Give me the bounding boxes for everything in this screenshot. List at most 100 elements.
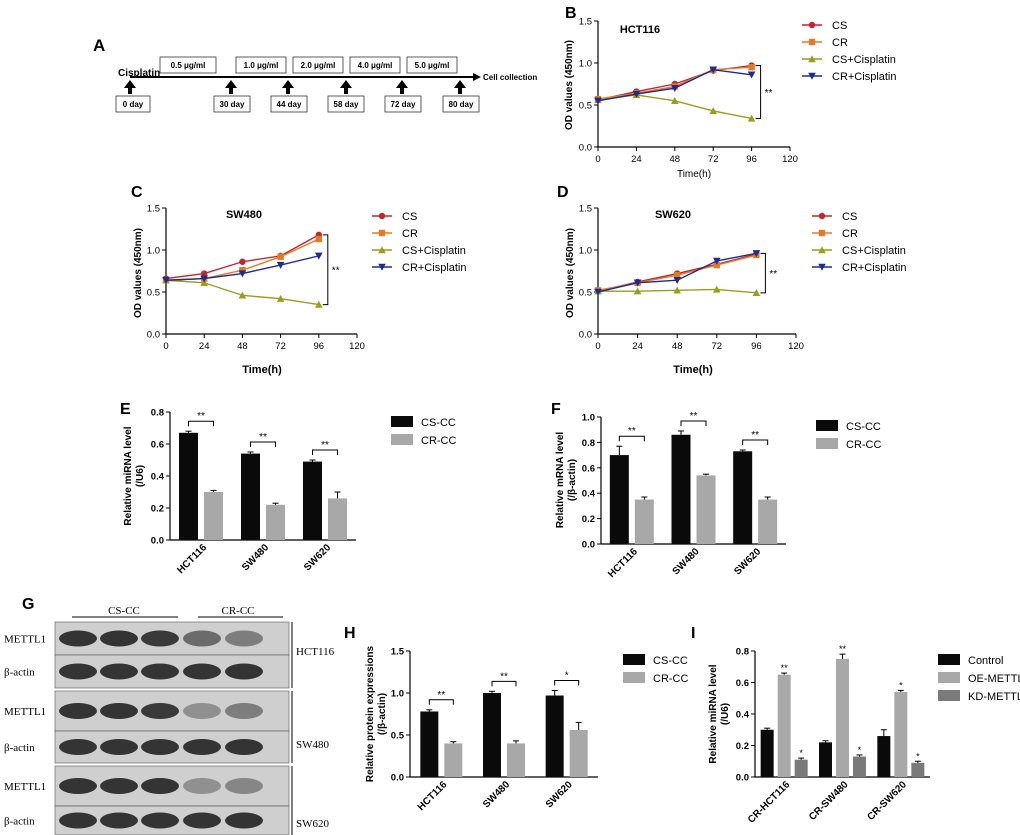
bar xyxy=(794,759,808,777)
x-tick-label: 72 xyxy=(275,341,286,352)
timeline-end-label: Cell collection xyxy=(483,73,537,82)
significance-mark: ** xyxy=(769,269,777,280)
concentration-label: 4.0 μg/ml xyxy=(358,61,393,70)
data-point xyxy=(713,261,720,269)
data-point xyxy=(713,285,721,293)
blot-row-label: β-actin xyxy=(4,742,35,754)
category-label: CR-SW620 xyxy=(865,779,909,823)
protein-band xyxy=(225,739,263,755)
y-axis-label: Relative mRNA level xyxy=(555,432,566,529)
bar xyxy=(777,674,791,777)
protein-band xyxy=(100,812,138,829)
bar xyxy=(671,434,691,544)
data-point xyxy=(747,114,756,122)
protein-band xyxy=(141,778,179,794)
data-point xyxy=(808,21,816,29)
legend-label: CS xyxy=(402,211,417,223)
y-tick-label: 1.5 xyxy=(147,204,160,215)
y-tick-label: 0.5 xyxy=(579,288,592,299)
legend-label: CR-CC xyxy=(653,673,688,685)
day-marker-80: 80 day xyxy=(442,80,480,113)
y-axis-label: Relative miRNA level xyxy=(123,426,134,525)
protein-band xyxy=(183,812,221,829)
significance-mark: ** xyxy=(751,430,759,441)
x-tick-label: 0 xyxy=(595,341,600,352)
significance-bracket xyxy=(188,420,214,427)
y-tick-label: 0.5 xyxy=(579,101,592,112)
significance-mark: ** xyxy=(332,266,340,277)
y-axis-label: (/β-actin) xyxy=(377,693,388,735)
chart-title: SW620 xyxy=(655,209,691,221)
significance-mark: * xyxy=(858,745,862,755)
blot-row-label: β-actin xyxy=(4,667,35,679)
panel-label: I xyxy=(691,625,695,642)
bar xyxy=(819,742,832,777)
x-tick-label: 96 xyxy=(746,154,757,165)
data-point xyxy=(713,257,721,265)
protein-band xyxy=(225,663,263,680)
data-point xyxy=(200,275,208,283)
y-tick-label: 1.0 xyxy=(579,246,592,257)
y-tick-label: 0.6 xyxy=(736,678,749,689)
x-tick-label: 120 xyxy=(782,154,798,165)
bar xyxy=(569,729,588,777)
legend-swatch xyxy=(623,654,645,665)
blot-row-label: METTL1 xyxy=(4,634,46,646)
protein-band xyxy=(141,703,179,719)
category-label: SW480 xyxy=(240,542,271,573)
legend-label: CS+Cisplatin xyxy=(402,245,466,257)
data-point xyxy=(162,277,170,285)
data-point xyxy=(633,287,642,295)
legend-label: CR xyxy=(402,228,418,240)
protein-band xyxy=(141,663,179,680)
bar xyxy=(179,432,198,540)
protein-band xyxy=(183,663,221,680)
y-tick-label: 1.0 xyxy=(579,59,592,70)
data-point xyxy=(315,235,322,243)
y-tick-label: 0.2 xyxy=(582,514,595,525)
legend-label: CS-CC xyxy=(846,421,881,433)
significance-bracket xyxy=(742,439,769,446)
day-marker-0: 0 day xyxy=(115,80,151,113)
concentration-label: 5.0 μg/ml xyxy=(415,61,450,70)
significance-mark: ** xyxy=(839,644,847,654)
y-tick-label: 0.8 xyxy=(582,438,595,449)
data-point xyxy=(239,266,246,274)
data-point xyxy=(818,263,826,271)
data-point xyxy=(671,97,679,104)
significance-mark: ** xyxy=(437,690,445,701)
significance-bracket xyxy=(322,234,329,306)
data-point xyxy=(752,250,761,258)
legend-label: CS+Cisplatin xyxy=(832,54,896,66)
concentration-box xyxy=(292,56,344,74)
blot-row-label: METTL1 xyxy=(4,706,46,718)
data-point xyxy=(671,85,679,92)
data-point xyxy=(378,246,386,254)
x-tick-label: 48 xyxy=(670,154,681,165)
line-chart-hct116: B HCT116 Time(h) OD values (450nm) 0.0 0.… xyxy=(564,5,897,180)
legend-label: CS+Cisplatin xyxy=(842,245,906,257)
bar-chart-mirna-u6: E 0.0 0.2 0.4 0.6 0.8 Relative miRNA level (/U… xyxy=(120,401,456,576)
x-tick-label: 72 xyxy=(708,154,719,165)
category-label: SW480 xyxy=(481,779,512,810)
legend-label: Control xyxy=(968,655,1003,667)
bar xyxy=(204,492,223,540)
protein-band xyxy=(141,812,179,829)
y-axis-label: OD values (450nm) xyxy=(564,40,575,130)
protein-band xyxy=(141,739,179,755)
data-point xyxy=(818,246,826,254)
panel-label-g: G xyxy=(22,596,34,613)
bar xyxy=(609,455,629,544)
legend-label: CS xyxy=(832,20,847,32)
concentration-label: 2.0 μg/ml xyxy=(301,61,336,70)
significance-mark: ** xyxy=(321,440,329,451)
legend-label: CS-CC xyxy=(653,655,688,667)
protein-band xyxy=(183,703,221,719)
significance-bracket xyxy=(250,441,276,447)
bar xyxy=(836,658,849,777)
protein-band xyxy=(59,703,97,719)
day-label: 72 day xyxy=(391,100,416,109)
category-label: HCT116 xyxy=(606,546,640,580)
bar xyxy=(328,498,347,540)
protein-band xyxy=(183,630,221,647)
